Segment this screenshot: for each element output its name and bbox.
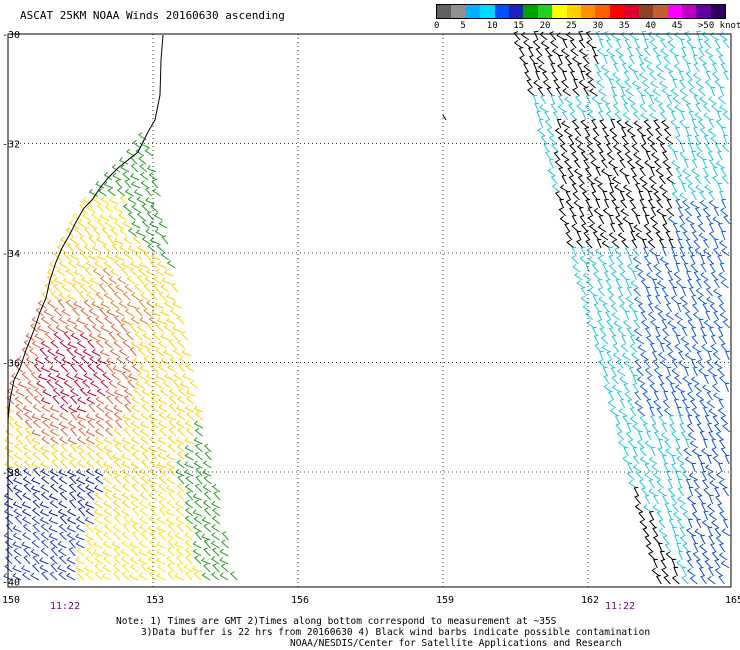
legend-color-bar <box>436 4 726 19</box>
latitude-label: -38 <box>2 468 20 479</box>
legend-swatch <box>595 5 610 18</box>
legend-swatch <box>480 5 495 18</box>
legend-label: 30 <box>592 21 604 31</box>
wind-barbs-east-swath <box>513 30 731 585</box>
pass-time: 11:22 <box>50 601 80 612</box>
longitude-label: 156 <box>291 595 309 606</box>
legend-swatch <box>681 5 697 18</box>
note-line-3: NOAA/NESDIS/Center for Satellite Applica… <box>290 638 622 649</box>
legend-swatch <box>437 5 452 18</box>
longitude-labels: 150 153 156 159 162 165 <box>2 595 740 606</box>
note-line-1: Note: 1) Times are GMT 2)Times along bot… <box>116 616 557 627</box>
graticule <box>8 34 731 587</box>
legend-label: 45 <box>671 21 683 31</box>
legend-swatch <box>494 5 510 18</box>
pass-time: 11:22 <box>605 601 635 612</box>
latitude-label: -36 <box>2 359 20 370</box>
note-line-2: 3)Data buffer is 22 hrs from 20160630 4)… <box>141 627 651 638</box>
legend-swatch <box>537 5 553 18</box>
coastline <box>7 34 164 421</box>
pass-time-labels: 11:22 11:22 <box>50 601 635 612</box>
legend-swatch <box>581 5 596 18</box>
legend-label: 0 <box>434 21 440 31</box>
longitude-label: 162 <box>581 595 599 606</box>
island <box>442 114 447 121</box>
legend-swatch <box>609 5 625 18</box>
legend-swatch <box>552 5 567 18</box>
legend-swatch <box>638 5 654 18</box>
legend-label: 5 <box>460 21 466 31</box>
legend-swatch <box>696 5 711 18</box>
wind-barbs-west-swath <box>3 132 238 581</box>
longitude-label: 150 <box>2 595 20 606</box>
legend-label: 20 <box>539 21 551 31</box>
latitude-label: -34 <box>2 249 20 260</box>
legend-swatch <box>523 5 538 18</box>
legend-swatch <box>451 5 466 18</box>
latitude-label: -32 <box>2 140 20 151</box>
map-frame <box>7 33 732 588</box>
wind-speed-legend: 0 5 10 15 20 25 30 35 40 45 >50 knots <box>434 4 740 33</box>
legend-label: 10 <box>486 21 498 31</box>
map-title: ASCAT 25KM NOAA Winds 20160630 ascending <box>20 9 285 22</box>
legend-label: 15 <box>513 21 525 31</box>
legend-label: 25 <box>566 21 577 31</box>
latitude-label: -30 <box>2 30 20 41</box>
latitude-label: -40 <box>2 578 20 589</box>
legend-label: 35 <box>618 21 630 31</box>
legend-labels: 0 5 10 15 20 25 30 35 40 45 >50 knots <box>434 19 740 33</box>
legend-swatch <box>566 5 582 18</box>
legend-label: >50 knots <box>698 21 740 31</box>
latitude-labels: -30 -32 -34 -36 -38 -40 <box>2 30 20 589</box>
longitude-label: 159 <box>436 595 454 606</box>
legend-swatch <box>465 5 481 18</box>
legend-swatch <box>653 5 668 18</box>
legend-swatch <box>624 5 639 18</box>
legend-label: 40 <box>645 21 657 31</box>
legend-swatch <box>667 5 682 18</box>
legend-swatch <box>710 5 726 18</box>
longitude-label: 165 <box>725 595 740 606</box>
longitude-label: 153 <box>146 595 164 606</box>
legend-swatch <box>509 5 524 18</box>
